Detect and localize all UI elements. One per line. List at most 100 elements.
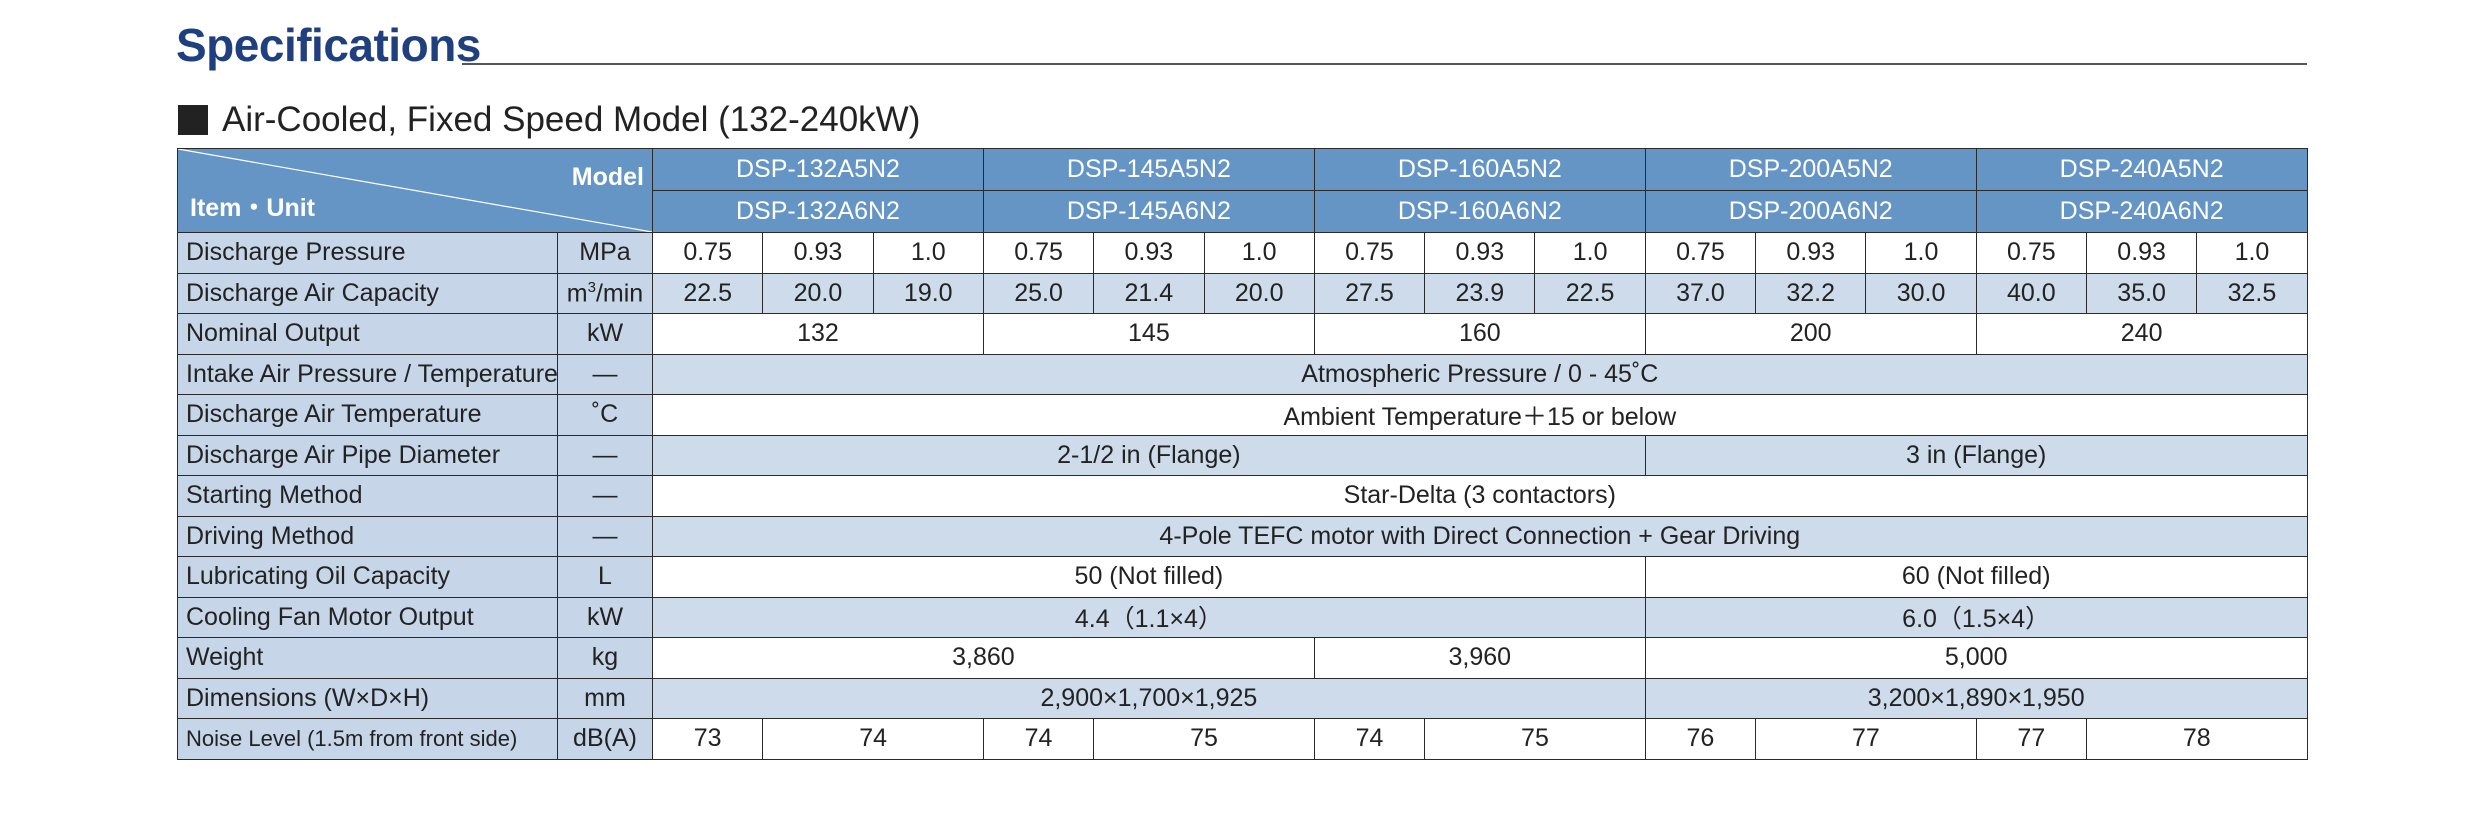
row-unit-label: m3/min (557, 272, 653, 314)
table-cell: 2,900×1,700×1,925 (652, 677, 1646, 719)
table-cell: 5,000 (1644, 637, 2308, 679)
table-cell: 1.0 (1203, 232, 1315, 274)
table-cell: 3,960 (1313, 637, 1646, 679)
table-cell: 0.75 (1313, 232, 1426, 274)
table-row-discharge-air-capacity: Discharge Air Capacity m3/min 22.5 20.0 … (177, 272, 2308, 314)
table-cell: 77 (1975, 718, 2087, 760)
row-unit-label: L (557, 556, 653, 598)
row-item-label: Noise Level (1.5m from front side) (177, 718, 558, 760)
row-item-label: Discharge Air Temperature (177, 394, 558, 436)
table-cell: 19.0 (872, 272, 984, 314)
table-cell: 50 (Not filled) (652, 556, 1646, 598)
row-item-label: Discharge Air Pipe Diameter (177, 434, 558, 476)
table-cell: 78 (2085, 718, 2308, 760)
table-cell: Atmospheric Pressure / 0 - 45˚C (652, 353, 2308, 395)
unit-superscript: 3 (587, 278, 596, 296)
table-row-discharge-pressure: Discharge Pressure MPa 0.75 0.93 1.0 0.7… (177, 232, 2308, 274)
unit-prefix: m (566, 278, 588, 307)
square-bullet-icon (178, 105, 208, 135)
table-cell: 160 (1313, 313, 1646, 355)
page-title: Specifications (176, 19, 481, 71)
table-cell: 1.0 (1865, 232, 1977, 274)
table-cell: 0.93 (1755, 232, 1867, 274)
model-header-line2: DSP-200A6N2 (1644, 190, 1977, 233)
table-row-dimensions: Dimensions (W×D×H) mm 2,900×1,700×1,925 … (177, 677, 2308, 719)
corner-item-unit-label: Item・Unit (190, 194, 316, 222)
row-unit-label: dB(A) (557, 718, 653, 760)
row-item-label: Weight (177, 637, 558, 679)
table-cell: 32.2 (1755, 272, 1867, 314)
table-cell: 20.0 (762, 272, 874, 314)
row-unit-label: — (557, 434, 653, 476)
table-row-weight: Weight kg 3,860 3,960 5,000 (177, 637, 2308, 679)
table-row-noise-level: Noise Level (1.5m from front side) dB(A)… (177, 718, 2308, 760)
table-row-nominal-output: Nominal Output kW 132 145 160 200 240 (177, 313, 2308, 355)
table-cell: 132 (652, 313, 984, 355)
table-cell: 75 (1424, 718, 1646, 760)
model-header-line2: DSP-132A6N2 (652, 190, 984, 233)
table-cell: 0.75 (1644, 232, 1757, 274)
table-cell: 74 (982, 718, 1095, 760)
table-cell: 0.93 (2085, 232, 2198, 274)
table-cell: 77 (1755, 718, 1977, 760)
table-cell: 3,860 (652, 637, 1315, 679)
table-row-pipe-diameter: Discharge Air Pipe Diameter — 2-1/2 in (… (177, 434, 2308, 476)
table-cell: 75 (1093, 718, 1315, 760)
table-cell: 22.5 (651, 272, 764, 314)
table-cell: 4.4（1.1×4） (652, 596, 1646, 638)
row-unit-label: MPa (557, 232, 653, 274)
table-cell: 0.75 (982, 232, 1095, 274)
table-cell: 0.93 (762, 232, 874, 274)
table-cell: 73 (651, 718, 764, 760)
table-row-starting-method: Starting Method — Star-Delta (3 contacto… (177, 475, 2308, 517)
table-cell: 27.5 (1313, 272, 1426, 314)
model-header-line1: DSP-160A5N2 (1313, 148, 1646, 191)
model-header-line1: DSP-132A5N2 (652, 148, 984, 191)
table-cell: 145 (982, 313, 1315, 355)
table-cell: 1.0 (2196, 232, 2308, 274)
row-unit-label: — (557, 475, 653, 517)
row-unit-label: kW (557, 596, 653, 638)
table-cell: 2-1/2 in (Flange) (652, 434, 1646, 476)
row-unit-label: kW (557, 313, 653, 355)
table-cell: 3,200×1,890×1,950 (1644, 677, 2308, 719)
table-cell: 1.0 (872, 232, 984, 274)
table-corner-header: Model Item・Unit (177, 148, 653, 233)
table-cell: 20.0 (1203, 272, 1315, 314)
table-cell: 0.75 (651, 232, 764, 274)
section-heading-text: Air-Cooled, Fixed Speed Model (132-240kW… (222, 100, 921, 139)
table-cell: 1.0 (1534, 232, 1646, 274)
table-row-driving-method: Driving Method — 4-Pole TEFC motor with … (177, 515, 2308, 557)
model-header-line1: DSP-200A5N2 (1644, 148, 1977, 191)
table-cell: 35.0 (2085, 272, 2198, 314)
table-row-discharge-air-temperature: Discharge Air Temperature ˚C Ambient Tem… (177, 394, 2308, 436)
row-item-label: Discharge Air Capacity (177, 272, 558, 314)
table-cell: 25.0 (982, 272, 1095, 314)
table-row-oil-capacity: Lubricating Oil Capacity L 50 (Not fille… (177, 556, 2308, 598)
row-unit-label: — (557, 515, 653, 557)
table-cell: 22.5 (1534, 272, 1646, 314)
title-rule (462, 63, 2307, 65)
row-item-label: Intake Air Pressure / Temperature (177, 353, 558, 395)
section-heading: Air-Cooled, Fixed Speed Model (132-240kW… (178, 100, 920, 140)
table-cell: 6.0（1.5×4） (1644, 596, 2308, 638)
table-row-intake-air: Intake Air Pressure / Temperature — Atmo… (177, 353, 2308, 395)
table-cell: 74 (1313, 718, 1426, 760)
row-item-label: Cooling Fan Motor Output (177, 596, 558, 638)
row-item-label: Nominal Output (177, 313, 558, 355)
model-header-line2: DSP-160A6N2 (1313, 190, 1646, 233)
corner-model-label: Model (571, 163, 644, 191)
row-item-label: Discharge Pressure (177, 232, 558, 274)
table-cell: 60 (Not filled) (1644, 556, 2308, 598)
model-header-line1: DSP-145A5N2 (982, 148, 1315, 191)
table-cell: 23.9 (1424, 272, 1536, 314)
table-cell: 0.93 (1424, 232, 1536, 274)
table-cell: 0.75 (1975, 232, 2087, 274)
table-cell: Ambient Temperature＋15 or below (652, 394, 2308, 436)
table-cell: 74 (762, 718, 984, 760)
spec-table: Model Item・Unit DSP-132A5N2 DSP-145A5N2 … (177, 148, 2308, 760)
row-item-label: Driving Method (177, 515, 558, 557)
table-cell: Star-Delta (3 contactors) (652, 475, 2308, 517)
row-unit-label: — (557, 353, 653, 395)
row-unit-label: ˚C (557, 394, 653, 436)
